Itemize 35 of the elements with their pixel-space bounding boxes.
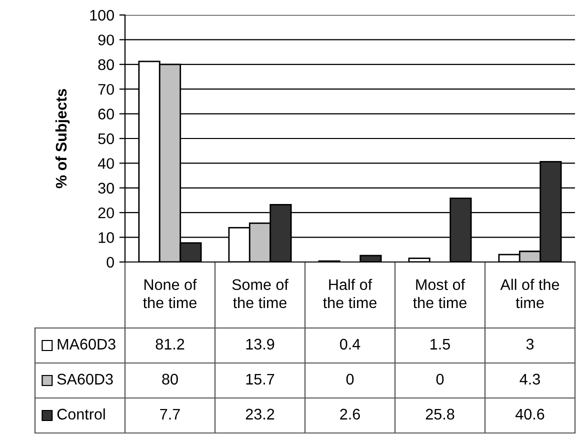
y-tick-label: 50 xyxy=(98,133,114,144)
y-tick-label: 20 xyxy=(98,207,114,218)
data-label: 4.3 xyxy=(520,374,540,385)
data-label: 15.7 xyxy=(246,374,274,385)
data-label: 2.6 xyxy=(340,408,360,420)
y-tick-label: 70 xyxy=(98,84,114,95)
y-tick-label: 60 xyxy=(98,108,114,120)
legend-label: MA60D3 xyxy=(58,338,116,350)
y-tick-label: 40 xyxy=(98,158,114,169)
data-label: 40.6 xyxy=(515,408,544,420)
x-tick-label: Some of the time xyxy=(232,278,288,308)
data-label: 23.2 xyxy=(246,408,274,420)
x-tick-label: All of the time xyxy=(500,278,560,308)
data-label: 0 xyxy=(346,374,354,385)
data-label: 7.7 xyxy=(160,408,180,420)
y-tick-label: 90 xyxy=(98,34,114,46)
data-label: 0 xyxy=(436,374,444,385)
data-label: 13.9 xyxy=(246,338,274,350)
y-tick-label: 10 xyxy=(98,232,114,243)
x-tick-label: None of the time xyxy=(143,278,197,308)
legend-label: Control xyxy=(57,408,105,420)
y-tick-label: 100 xyxy=(90,10,114,21)
x-tick-label: Most of the time xyxy=(413,278,466,308)
x-tick-label: Half of the time xyxy=(323,278,376,308)
data-label: 0.4 xyxy=(340,338,360,350)
data-label: 81.2 xyxy=(156,338,184,350)
legend-label: SA60D3 xyxy=(57,374,113,385)
y-tick-label: 80 xyxy=(98,59,114,70)
data-label: 3 xyxy=(526,338,534,350)
data-label: 80 xyxy=(162,374,178,385)
y-tick-label: 30 xyxy=(98,182,114,194)
y-axis-title: % of Subjects xyxy=(55,89,70,188)
data-label: 25.8 xyxy=(426,408,454,420)
data-label: 1.5 xyxy=(430,338,450,350)
y-tick-label: 0 xyxy=(106,256,114,268)
